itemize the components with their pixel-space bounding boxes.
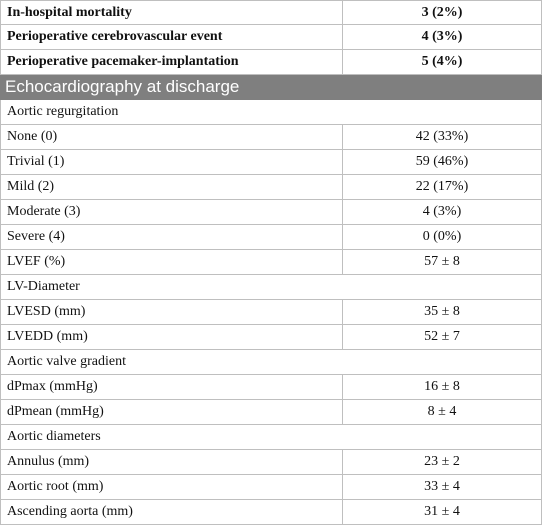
table-row: dPmean (mmHg) 8 ± 4	[0, 400, 542, 425]
row-label: In-hospital mortality	[0, 1, 343, 24]
row-label: Perioperative pacemaker-implantation	[0, 50, 343, 74]
table-row: Aortic root (mm) 33 ± 4	[0, 475, 542, 500]
table-row: Mild (2) 22 (17%)	[0, 175, 542, 200]
row-value: 31 ± 4	[343, 500, 542, 524]
row-label: LVESD (mm)	[0, 300, 343, 324]
table-row: Ascending aorta (mm) 31 ± 4	[0, 500, 542, 525]
table-row: Trivial (1) 59 (46%)	[0, 150, 542, 175]
table-row: Perioperative cerebrovascular event 4 (3%…	[0, 25, 542, 50]
row-value: 22 (17%)	[343, 175, 542, 199]
row-value: 16 ± 8	[343, 375, 542, 399]
row-label: Moderate (3)	[0, 200, 343, 224]
group-label: Aortic regurgitation	[0, 100, 542, 124]
table-row: LV-Diameter	[0, 275, 542, 300]
row-value: 33 ± 4	[343, 475, 542, 499]
table-row: LVEDD (mm) 52 ± 7	[0, 325, 542, 350]
group-label: LV-Diameter	[0, 275, 542, 299]
row-label: Perioperative cerebrovascular event	[0, 25, 343, 49]
table-row: In-hospital mortality 3 (2%)	[0, 1, 542, 25]
table-row: None (0) 42 (33%)	[0, 125, 542, 150]
table-row: Aortic valve gradient	[0, 350, 542, 375]
table-row: Severe (4) 0 (0%)	[0, 225, 542, 250]
row-label: dPmean (mmHg)	[0, 400, 343, 424]
row-value: 5 (4%)	[343, 50, 542, 74]
row-value: 3 (2%)	[343, 1, 542, 24]
section-header: Echocardiography at discharge	[0, 75, 542, 100]
group-label: Aortic diameters	[0, 425, 542, 449]
group-label: Aortic valve gradient	[0, 350, 542, 374]
table-row: Perioperative pacemaker-implantation 5 (4…	[0, 50, 542, 75]
table-row: dPmax (mmHg) 16 ± 8	[0, 375, 542, 400]
table-row: LVEF (%) 57 ± 8	[0, 250, 542, 275]
row-label: LVEF (%)	[0, 250, 343, 274]
row-label: dPmax (mmHg)	[0, 375, 343, 399]
table-row: Aortic diameters	[0, 425, 542, 450]
row-label: Ascending aorta (mm)	[0, 500, 343, 524]
row-value: 0 (0%)	[343, 225, 542, 249]
row-label: Severe (4)	[0, 225, 343, 249]
row-label: LVEDD (mm)	[0, 325, 343, 349]
row-label: Annulus (mm)	[0, 450, 343, 474]
row-value: 59 (46%)	[343, 150, 542, 174]
row-value: 4 (3%)	[343, 200, 542, 224]
row-value: 23 ± 2	[343, 450, 542, 474]
table-row: LVESD (mm) 35 ± 8	[0, 300, 542, 325]
row-value: 42 (33%)	[343, 125, 542, 149]
row-label: None (0)	[0, 125, 343, 149]
section-title: Echocardiography at discharge	[5, 77, 240, 96]
row-label: Trivial (1)	[0, 150, 343, 174]
row-value: 4 (3%)	[343, 25, 542, 49]
table-row: Annulus (mm) 23 ± 2	[0, 450, 542, 475]
row-value: 35 ± 8	[343, 300, 542, 324]
row-label: Aortic root (mm)	[0, 475, 343, 499]
row-value: 52 ± 7	[343, 325, 542, 349]
table-row: Aortic regurgitation	[0, 100, 542, 125]
row-label: Mild (2)	[0, 175, 343, 199]
row-value: 57 ± 8	[343, 250, 542, 274]
table-row: Moderate (3) 4 (3%)	[0, 200, 542, 225]
row-value: 8 ± 4	[343, 400, 542, 424]
